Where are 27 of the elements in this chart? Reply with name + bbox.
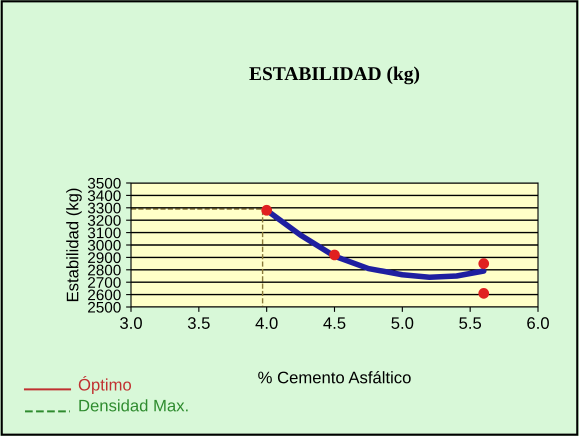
x-tick-label: 6.0 [527, 317, 549, 329]
x-axis-title: % Cemento Asfáltico [258, 370, 411, 384]
y-tick-label: 2700 [88, 277, 121, 288]
point [478, 288, 490, 299]
point [329, 250, 340, 260]
chart-title: ESTABILIDAD (kg) [249, 66, 420, 84]
x-tick-label: 3.5 [188, 317, 210, 329]
y-axis-title: Estabilidad (kg) [66, 188, 82, 302]
y-tick-label: 3400 [88, 190, 121, 202]
y-tick-label: 2500 [88, 302, 121, 313]
y-tick-label: 3000 [88, 240, 121, 251]
y-tick-label: 2900 [88, 252, 121, 264]
y-tick-label: 3500 [88, 178, 121, 189]
y-tick-label: 3200 [88, 215, 121, 226]
x-tick-label: 3.0 [120, 317, 142, 329]
x-tick-label: 4.5 [323, 317, 346, 329]
x-tick-label: 5.0 [391, 317, 414, 329]
text: Densidad Max. [79, 399, 188, 412]
x-tick-label: 4.0 [255, 317, 278, 329]
point [261, 204, 272, 216]
y-tick-label: 3100 [88, 227, 121, 238]
y-tick-label: 2800 [88, 264, 121, 276]
y-tick-label: 3300 [88, 202, 121, 214]
text: Óptimo [78, 376, 132, 394]
x-tick-label: 5.5 [459, 317, 482, 329]
point [478, 258, 490, 269]
y-tick-label: 2600 [88, 289, 121, 300]
